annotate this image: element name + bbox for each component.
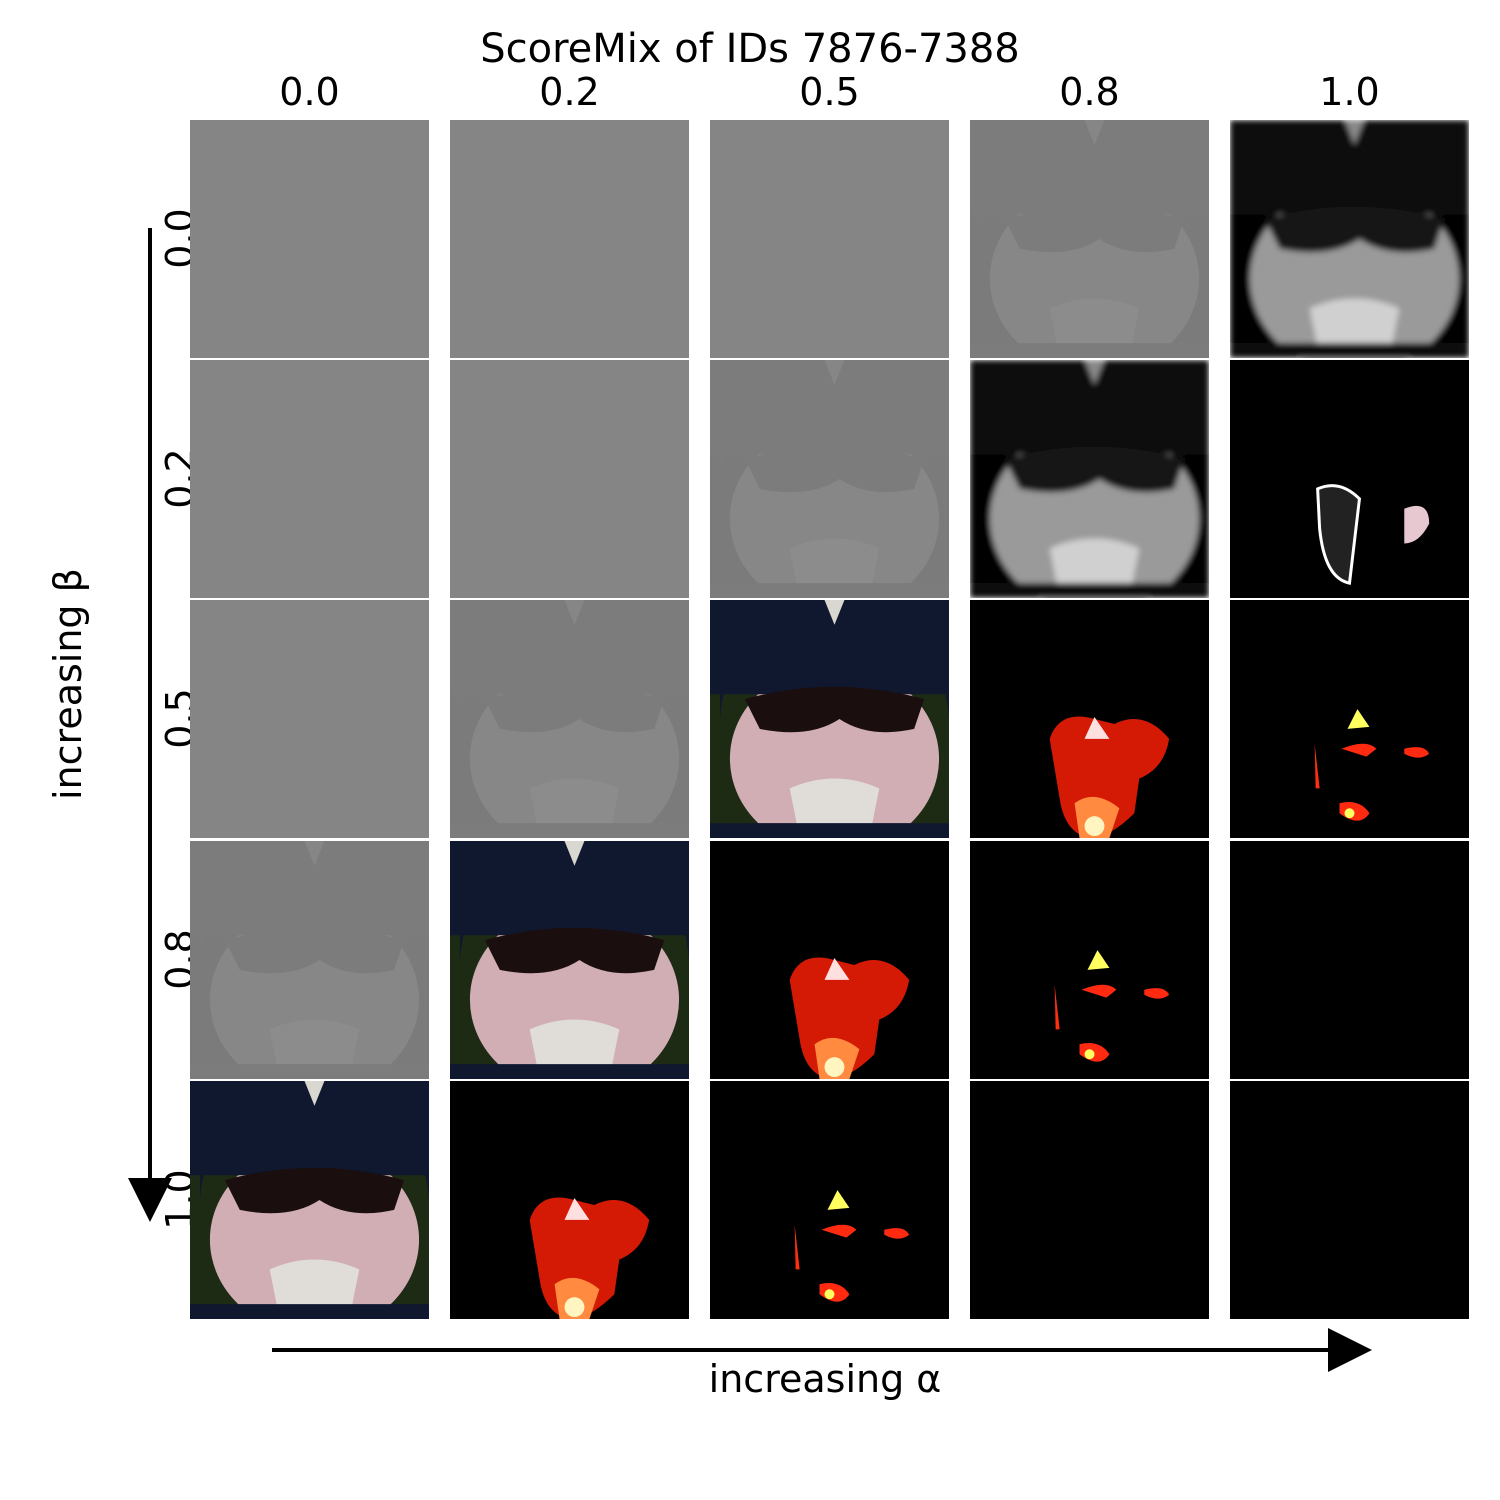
grid-cell-image: [1230, 600, 1469, 838]
grid-cell-image: [190, 360, 429, 598]
grid-cell-image: [450, 1081, 689, 1319]
column-label: 0.0: [279, 70, 340, 114]
grid-cell-image: [710, 1081, 949, 1319]
grid-cell-image: [1230, 360, 1469, 598]
grid-cell-image: [450, 360, 689, 598]
grid-cell-image: [190, 600, 429, 838]
grid-cell-image: [190, 841, 429, 1079]
grid-cell-image: [1230, 1081, 1469, 1319]
grid-cell-image: [970, 600, 1209, 838]
column-label: 1.0: [1319, 70, 1380, 114]
grid-cell-image: [450, 841, 689, 1079]
grid-cell-image: [970, 1081, 1209, 1319]
y-axis-label: increasing β: [46, 568, 90, 800]
column-label: 0.8: [1059, 70, 1120, 114]
grid-cell-image: [710, 841, 949, 1079]
grid-cell-image: [710, 120, 949, 358]
grid-cell-image: [1230, 841, 1469, 1079]
grid-cell-image: [710, 360, 949, 598]
alpha-arrow: [272, 1328, 1372, 1372]
grid-cell-image: [970, 360, 1209, 598]
grid-cell-image: [1230, 120, 1469, 358]
grid-cell-image: [450, 120, 689, 358]
grid-cell-image: [190, 1081, 429, 1319]
grid-cell-image: [450, 600, 689, 838]
column-label: 0.2: [539, 70, 600, 114]
grid-cell-image: [970, 120, 1209, 358]
grid-cell-image: [190, 120, 429, 358]
grid-cell-image: [710, 600, 949, 838]
grid-cell-image: [970, 841, 1209, 1079]
column-label: 0.5: [799, 70, 860, 114]
x-axis-label: increasing α: [708, 1357, 942, 1401]
figure-title: ScoreMix of IDs 7876-7388: [480, 26, 1020, 72]
beta-arrow: [128, 228, 172, 1222]
